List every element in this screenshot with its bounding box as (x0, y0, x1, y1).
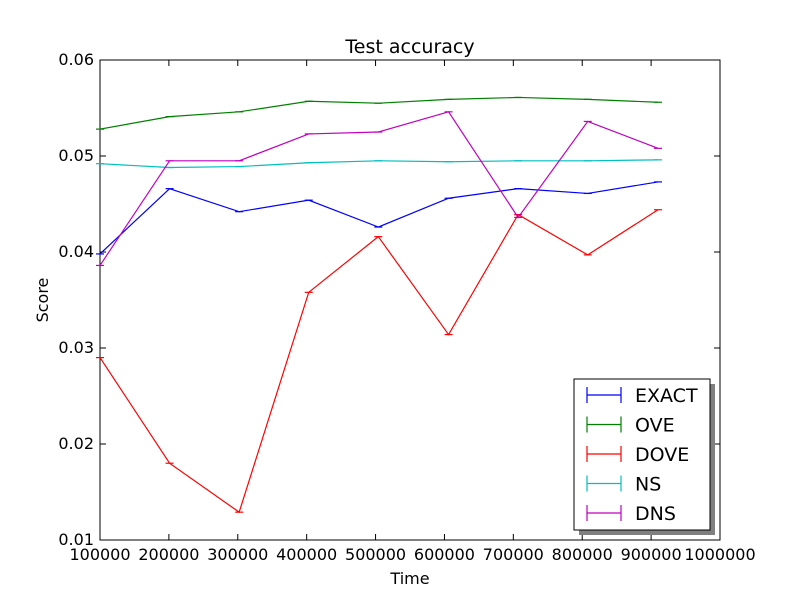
x-axis-label: Time (389, 569, 429, 588)
legend-label-dove: DOVE (635, 444, 689, 466)
x-tick-label: 200000 (138, 545, 199, 564)
x-tick-label: 900000 (621, 545, 682, 564)
y-tick-label: 0.03 (58, 338, 94, 357)
x-tick-label: 1000000 (684, 545, 755, 564)
legend-label-exact: EXACT (635, 385, 698, 407)
x-tick-label: 400000 (276, 545, 337, 564)
axis-ticks: 100000 200000 300000 400000 500000 600000 7000… (58, 50, 755, 564)
legend-label-ove: OVE (635, 415, 675, 437)
series-layer (96, 96, 662, 514)
x-tick-label: 300000 (207, 545, 268, 564)
x-tick-label: 600000 (414, 545, 475, 564)
x-tick-label: 100000 (69, 545, 130, 564)
x-tick-label: 800000 (552, 545, 613, 564)
chart-title: Test accuracy (344, 36, 474, 58)
legend-label-ns: NS (635, 474, 661, 496)
y-axis-label: Score (33, 278, 52, 323)
y-tick-label: 0.06 (58, 50, 94, 69)
y-tick-label: 0.05 (58, 146, 94, 165)
x-tick-label: 500000 (345, 545, 406, 564)
y-tick-label: 0.02 (58, 434, 94, 453)
y-tick-label: 0.04 (58, 242, 94, 261)
legend: EXACT OVE DOVE NS DNS (573, 378, 715, 535)
x-tick-label: 700000 (483, 545, 544, 564)
legend-label-dns: DNS (635, 503, 676, 525)
y-tick-label: 0.01 (58, 530, 94, 549)
